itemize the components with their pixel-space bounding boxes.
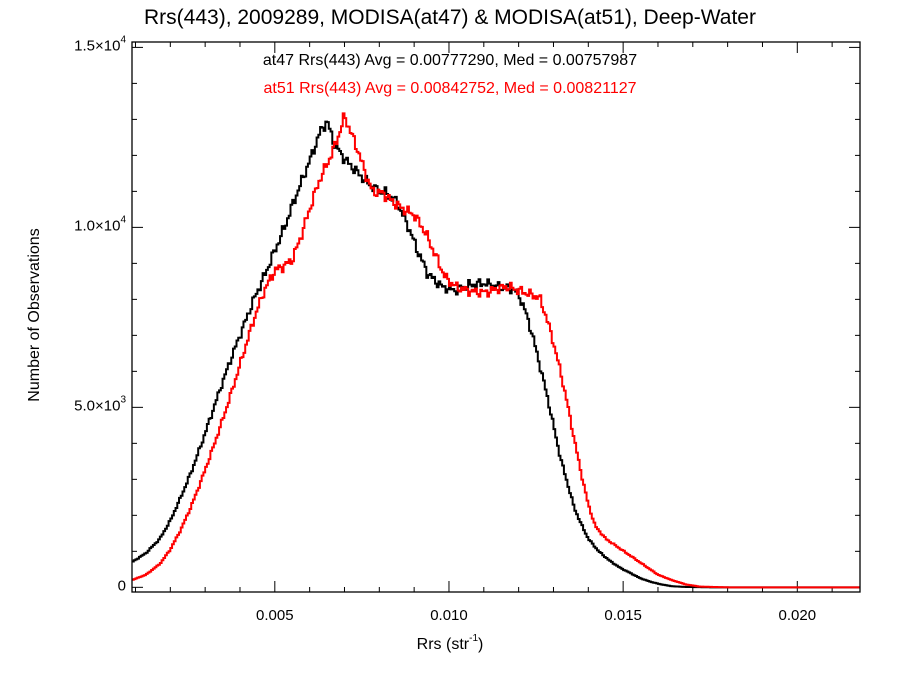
x-axis-label: Rrs: [416, 636, 442, 653]
y-tick-label: 1.0×104: [74, 215, 126, 236]
y-tick-label: 0: [117, 577, 126, 595]
series-at51-line: [132, 112, 860, 589]
annotation-at51: at51 Rrs(443) Avg = 0.00842752, Med = 0.…: [263, 80, 637, 97]
y-tick-label: 5.0×103: [74, 394, 126, 415]
x-axis-title: Rrs (str-1): [416, 633, 484, 653]
y-axis-title: Number of Observations: [26, 228, 43, 402]
plot-frame: [131, 41, 861, 593]
x-tick-label: 0.020: [778, 607, 817, 624]
series-at47-line: [132, 120, 860, 589]
y-tick-label: 1.5×104: [74, 35, 126, 56]
x-axis-unit-exponent: -1: [469, 633, 479, 644]
x-tick-label: 0.015: [604, 607, 642, 624]
chart-title: Rrs(443), 2009289, MODISA(at47) & MODISA…: [144, 6, 756, 29]
annotation-at47: at47 Rrs(443) Avg = 0.00777290, Med = 0.…: [262, 52, 638, 69]
x-tick-label: 0.005: [256, 607, 294, 624]
x-axis-unit: str: [451, 636, 470, 653]
x-tick-label: 0.010: [430, 607, 468, 624]
